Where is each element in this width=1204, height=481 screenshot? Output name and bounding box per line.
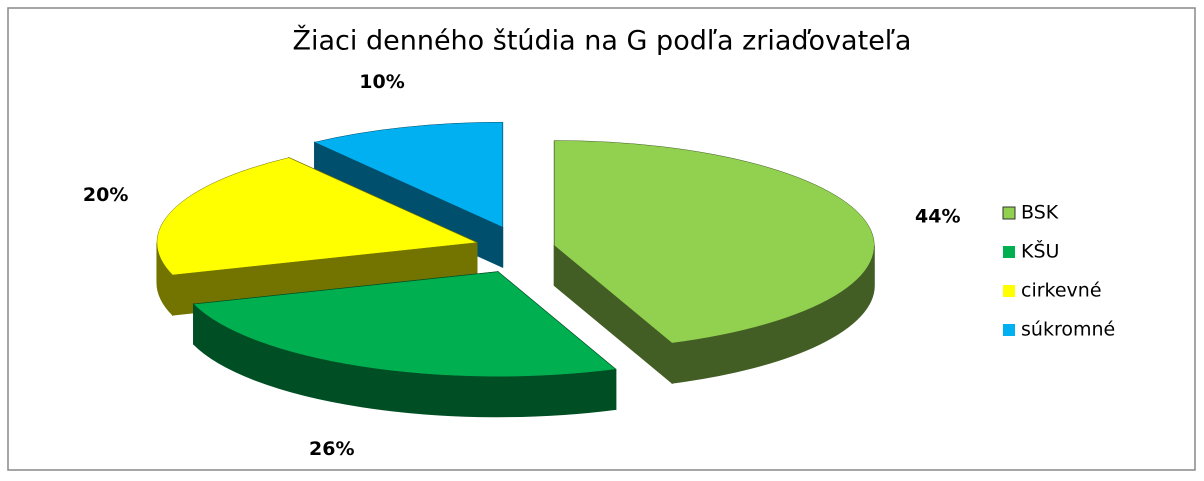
legend-label: súkromné (1021, 319, 1115, 341)
legend-swatch (1003, 324, 1015, 336)
pie-slice (193, 271, 617, 377)
pie-slice (554, 140, 875, 344)
legend-label: cirkevné (1021, 280, 1102, 302)
legend-swatch (1002, 206, 1016, 220)
data-label: 44% (915, 205, 960, 227)
legend-swatch (1003, 285, 1015, 297)
legend-label: BSK (1021, 202, 1059, 224)
legend-swatch (1003, 246, 1015, 258)
pie-slice (156, 157, 478, 276)
legend-label: KŠU (1021, 239, 1059, 263)
chart-title: Žiaci denného štúdia na G podľa zriaďova… (293, 25, 912, 57)
data-label: 20% (83, 184, 128, 206)
data-label: 10% (359, 71, 404, 93)
data-label: 26% (309, 438, 354, 460)
pie-slice (313, 121, 503, 228)
